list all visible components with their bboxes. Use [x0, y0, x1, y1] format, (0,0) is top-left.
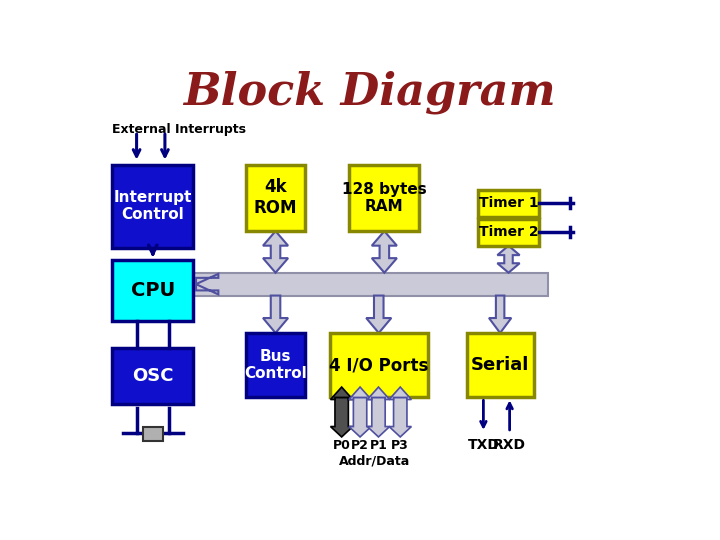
Polygon shape	[263, 231, 288, 273]
Bar	[112, 348, 193, 404]
Text: Timer 2: Timer 2	[479, 225, 539, 239]
Bar	[143, 427, 163, 441]
Polygon shape	[372, 231, 397, 273]
Bar	[478, 190, 539, 217]
Polygon shape	[489, 295, 511, 333]
Polygon shape	[349, 397, 372, 437]
Text: P0: P0	[333, 439, 351, 452]
Bar	[478, 219, 539, 246]
Text: P3: P3	[392, 439, 409, 452]
Bar	[330, 333, 428, 397]
Polygon shape	[330, 387, 353, 400]
Text: Bus
Control: Bus Control	[244, 349, 307, 381]
Text: OSC: OSC	[132, 367, 174, 384]
Text: 4k
ROM: 4k ROM	[253, 178, 297, 217]
Bar	[193, 273, 547, 295]
Text: CPU: CPU	[130, 281, 175, 300]
Polygon shape	[498, 246, 520, 273]
Polygon shape	[330, 397, 353, 437]
Text: Addr/Data: Addr/Data	[339, 455, 410, 468]
Bar	[467, 333, 534, 397]
Bar	[112, 260, 193, 321]
Polygon shape	[367, 387, 390, 400]
Bar	[246, 333, 305, 397]
Text: TXD: TXD	[467, 438, 500, 453]
Text: Interrupt
Control: Interrupt Control	[114, 190, 192, 222]
Polygon shape	[389, 397, 411, 437]
Bar	[349, 165, 419, 231]
Text: 4 I/O Ports: 4 I/O Ports	[329, 356, 428, 374]
Polygon shape	[389, 387, 411, 400]
Text: P2: P2	[351, 439, 369, 452]
Text: 128 bytes
RAM: 128 bytes RAM	[342, 181, 427, 214]
Polygon shape	[367, 397, 390, 437]
Text: RXD: RXD	[493, 438, 526, 453]
Bar	[246, 165, 305, 231]
Text: P1: P1	[369, 439, 387, 452]
Polygon shape	[366, 295, 392, 333]
Text: Timer 1: Timer 1	[479, 196, 539, 210]
Polygon shape	[196, 274, 218, 294]
Text: External Interrupts: External Interrupts	[112, 123, 246, 136]
Polygon shape	[349, 387, 372, 400]
Polygon shape	[263, 295, 288, 333]
Text: Serial: Serial	[471, 356, 529, 374]
Text: Block Diagram: Block Diagram	[183, 70, 555, 113]
Bar	[112, 165, 193, 248]
